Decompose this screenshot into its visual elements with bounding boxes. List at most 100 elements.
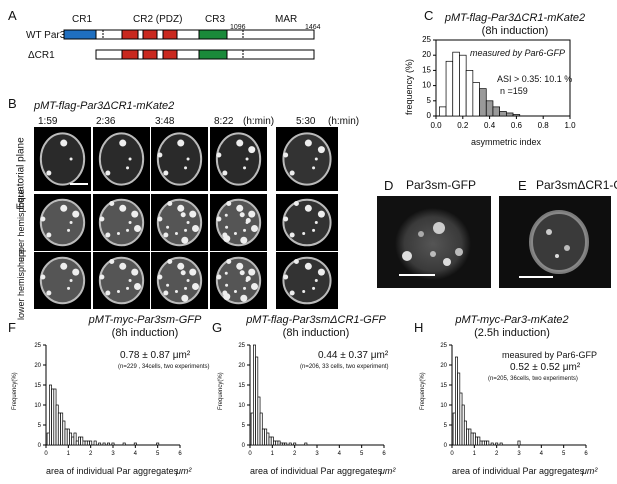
panel-h-title: pMT-myc-Par3-mKate2 [455, 314, 569, 326]
histogram-bar [133, 442, 137, 446]
y-tick-label: 15 [238, 383, 245, 389]
y-tick-label: 20 [238, 363, 245, 369]
histogram-bar [89, 440, 93, 446]
y-tick-label: 15 [34, 383, 41, 389]
panel-g-mean: 0.44 ± 0.37 μm² [318, 350, 389, 361]
micrograph-r1-c2 [93, 127, 150, 191]
panel-label-e: E [518, 178, 527, 193]
x-tick-label: 0.8 [538, 121, 550, 130]
x-tick-label: 0.4 [484, 121, 496, 130]
x-tick-label: 5 [562, 451, 566, 457]
x-tick-label: 0.2 [457, 121, 469, 130]
y-tick-label: 10 [422, 81, 431, 90]
position-1464: 1464 [305, 24, 321, 31]
x-tick-label: 0.0 [430, 121, 442, 130]
x-tick-label: 1 [271, 451, 275, 457]
histogram-bar [156, 442, 160, 446]
micrograph-side-r2 [276, 194, 338, 251]
x-tick-label: 1 [473, 451, 477, 457]
panel-label-b: B [8, 96, 17, 111]
panel-f-mean: 0.78 ± 0.87 μm² [120, 350, 191, 361]
x-tick-label: 5 [360, 451, 364, 457]
panel-f-detail: (n=229 , 34cells, two experiments) [118, 364, 210, 370]
micrograph-d [377, 196, 491, 288]
micrograph-side-r3 [276, 252, 338, 309]
panel-c-subtitle: (8h induction) [481, 25, 549, 37]
panel-c-xlabel: asymmetric index [470, 137, 542, 147]
x-tick-label: 0 [44, 451, 48, 457]
panel-g-title: pMT-flag-Par3smΔCR1-GFP [246, 314, 386, 326]
panel-f-unit: μm² [176, 466, 192, 476]
panel-h-note: measured by Par6-GFP [502, 350, 598, 360]
x-tick-label: 1.0 [564, 121, 576, 130]
x-tick-label: 0.6 [511, 121, 523, 130]
histogram-bar [284, 442, 288, 446]
panel-c-note: measured by Par6-GFP [470, 48, 566, 58]
x-tick-label: 0 [450, 451, 454, 457]
x-tick-label: 6 [382, 451, 386, 457]
scale-bar-b [70, 183, 88, 185]
micrograph-r1-c4 [210, 127, 267, 191]
histogram-bar [122, 442, 126, 446]
histogram-bar [304, 442, 308, 446]
side-timepoint: 5:30 [296, 116, 316, 127]
x-tick-label: 4 [338, 451, 342, 457]
timepoint-1: 1:59 [38, 116, 58, 127]
histogram-bar [98, 442, 102, 446]
panel-h-subtitle: (2.5h induction) [474, 327, 550, 339]
position-1096: 1096 [230, 24, 246, 31]
y-tick-label: 0 [242, 443, 246, 449]
x-tick-label: 3 [111, 451, 115, 457]
histogram-bar [73, 432, 77, 446]
panel-c-asi: ASI > 0.35: 10.1 % [497, 74, 573, 84]
panel-c-n: n =159 [500, 86, 528, 96]
y-tick-label: 10 [440, 403, 447, 409]
domain-mar-label: MAR [275, 14, 298, 25]
y-tick-label: 0 [444, 443, 448, 449]
construct-dcr1-label: ΔCR1 [28, 50, 55, 61]
panel-label-f: F [8, 320, 16, 335]
x-tick-label: 0 [248, 451, 252, 457]
x-tick-label: 6 [584, 451, 588, 457]
y-tick-label: 10 [238, 403, 245, 409]
panel-h-mean: 0.52 ± 0.52 μm² [510, 362, 581, 373]
y-tick-label: 20 [440, 363, 447, 369]
x-tick-label: 1 [67, 451, 71, 457]
panel-label-c: C [424, 8, 434, 23]
domain-cr1-label: CR1 [72, 14, 93, 25]
micrograph-r2-c1 [34, 194, 91, 251]
side-time-unit: (h:min) [328, 116, 360, 127]
histogram-bar [288, 442, 292, 446]
panel-g-subtitle: (8h induction) [282, 327, 350, 339]
y-tick-label: 15 [422, 65, 431, 74]
micrograph-r2-c3 [151, 194, 208, 251]
histogram-bar [107, 442, 110, 446]
panel-label-a: A [8, 8, 17, 23]
panel-f-subtitle: (8h induction) [111, 327, 179, 339]
micrograph-r2-c4 [210, 194, 267, 251]
panel-c-title: pMT-flag-Par3ΔCR1-mKate2 [444, 12, 586, 24]
histogram-bar [102, 442, 106, 446]
y-tick-label: 25 [238, 343, 245, 349]
micrograph-e [499, 196, 611, 288]
y-tick-label: 15 [440, 383, 447, 389]
panel-h-unit: μm² [582, 466, 598, 476]
panel-h-xlabel: area of individual Par aggregates [452, 466, 585, 476]
x-tick-label: 2 [495, 451, 499, 457]
x-tick-label: 4 [134, 451, 138, 457]
y-tick-label: 25 [422, 35, 431, 44]
x-tick-label: 6 [178, 451, 182, 457]
x-tick-label: 3 [517, 451, 521, 457]
histogram-bar [486, 440, 490, 446]
y-tick-label: 5 [242, 423, 246, 429]
histogram-bar [293, 442, 297, 446]
time-unit: (h:min) [243, 116, 275, 127]
panel-d-title: Par3sm-GFP [406, 178, 477, 192]
micrograph-r3-c3 [151, 252, 208, 309]
histogram-bar [490, 442, 494, 446]
y-tick-label: 0 [38, 443, 42, 449]
y-tick-label: 25 [34, 343, 41, 349]
timepoint-4: 8:22 [214, 116, 234, 127]
y-tick-label: 5 [444, 423, 448, 429]
